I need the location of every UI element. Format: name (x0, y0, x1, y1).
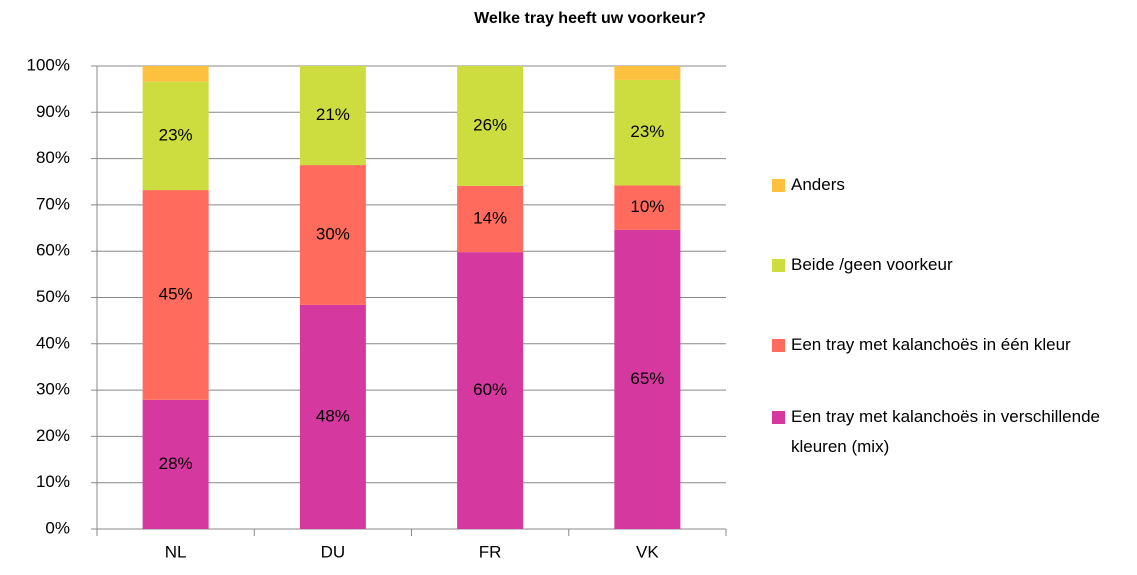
legend-label: Een tray met kalanchoës in verschillende… (791, 407, 1100, 456)
x-tick-label: DU (321, 542, 346, 561)
data-label: 10% (630, 197, 664, 216)
legend-swatch (772, 411, 785, 424)
data-label: 65% (630, 369, 664, 388)
y-tick-label: 60% (36, 241, 70, 260)
bar-segment (614, 185, 681, 230)
y-tick-label: 70% (36, 194, 70, 213)
legend-label: Beide /geen voorkeur (791, 255, 953, 274)
legend-item: Een tray met kalanchoës in één kleur (772, 330, 1122, 360)
bar-segment (142, 81, 209, 191)
legend-item: Anders (772, 170, 1122, 200)
data-label: 30% (316, 224, 350, 243)
bar-segment (142, 399, 209, 529)
y-tick-label: 0% (45, 518, 70, 537)
chart-title: Welke tray heeft uw voorkeur? (474, 10, 706, 27)
y-tick-label: 90% (36, 102, 70, 121)
bar-segment (299, 66, 366, 166)
data-label: 14% (473, 209, 507, 228)
x-tick-label: VK (636, 542, 659, 561)
legend-swatch (772, 179, 785, 192)
y-tick-label: 100% (27, 55, 70, 74)
data-label: 28% (159, 454, 193, 473)
legend-swatch (772, 339, 785, 352)
bar-segment (614, 66, 681, 80)
y-tick-label: 20% (36, 426, 70, 445)
legend-swatch (772, 259, 785, 272)
bar-segment (142, 190, 209, 400)
data-label: 45% (159, 284, 193, 303)
y-tick-label: 10% (36, 472, 70, 491)
y-tick-label: 30% (36, 380, 70, 399)
bar-segment (142, 66, 209, 82)
data-label: 21% (316, 105, 350, 124)
x-tick-label: NL (165, 542, 187, 561)
legend-item: Beide /geen voorkeur (772, 250, 1122, 280)
y-tick-label: 40% (36, 333, 70, 352)
legend-label: Anders (791, 175, 845, 194)
data-label: 26% (473, 115, 507, 134)
bar-segment (299, 165, 366, 305)
y-tick-label: 80% (36, 148, 70, 167)
bar-segment (457, 252, 524, 529)
bar-segment (299, 304, 366, 529)
data-label: 48% (316, 406, 350, 425)
bar-segment (614, 79, 681, 186)
data-label: 60% (473, 380, 507, 399)
bar-segment (457, 66, 524, 186)
data-label: 23% (630, 122, 664, 141)
y-tick-label: 50% (36, 287, 70, 306)
bar-segment (614, 229, 681, 530)
bar-segment (457, 185, 524, 253)
x-tick-label: FR (479, 542, 502, 561)
legend-item: Een tray met kalanchoës in verschillende… (772, 402, 1122, 462)
legend-label: Een tray met kalanchoës in één kleur (791, 335, 1071, 354)
data-label: 23% (159, 125, 193, 144)
